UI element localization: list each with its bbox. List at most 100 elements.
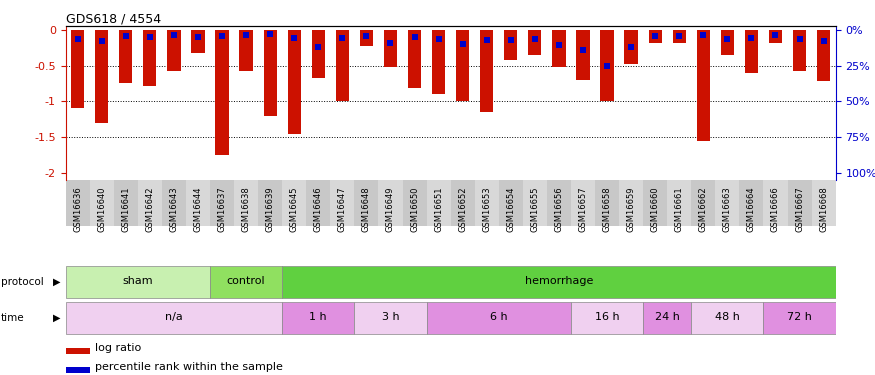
Bar: [817, 30, 830, 81]
Point: [335, 35, 349, 41]
Bar: [788, 180, 812, 226]
Point: [528, 36, 542, 42]
Point: [94, 38, 108, 44]
Bar: [475, 180, 499, 226]
Bar: [306, 180, 331, 226]
Bar: [673, 30, 686, 43]
Bar: [793, 30, 806, 71]
Bar: [451, 180, 475, 226]
Bar: [215, 30, 228, 155]
Bar: [763, 302, 836, 334]
Bar: [691, 180, 716, 226]
Bar: [354, 302, 427, 334]
Bar: [600, 30, 613, 101]
Bar: [144, 30, 157, 86]
Text: 6 h: 6 h: [490, 312, 508, 322]
Bar: [186, 180, 210, 226]
Bar: [721, 30, 734, 55]
Bar: [90, 180, 114, 226]
Bar: [402, 180, 427, 226]
Point: [720, 36, 734, 42]
Text: 16 h: 16 h: [595, 312, 619, 322]
Text: log ratio: log ratio: [94, 343, 141, 353]
Bar: [66, 266, 210, 298]
Point: [239, 32, 253, 38]
Point: [191, 34, 205, 40]
Bar: [210, 180, 235, 226]
Point: [480, 37, 494, 43]
Bar: [167, 30, 180, 71]
Bar: [504, 30, 517, 60]
Bar: [716, 180, 739, 226]
Bar: [95, 30, 108, 123]
Bar: [528, 30, 542, 55]
Bar: [432, 30, 445, 94]
Point: [263, 31, 277, 37]
Text: time: time: [1, 313, 24, 323]
Bar: [571, 302, 643, 334]
Bar: [234, 180, 258, 226]
Point: [312, 44, 326, 50]
Bar: [547, 180, 571, 226]
Text: percentile rank within the sample: percentile rank within the sample: [94, 362, 283, 372]
Bar: [240, 30, 253, 71]
Text: 48 h: 48 h: [715, 312, 739, 322]
Point: [71, 36, 85, 42]
Text: sham: sham: [123, 276, 153, 286]
Bar: [595, 180, 619, 226]
Bar: [625, 30, 638, 64]
Bar: [812, 180, 836, 226]
Bar: [331, 180, 354, 226]
Point: [287, 35, 301, 41]
Point: [624, 44, 638, 50]
Text: 72 h: 72 h: [788, 312, 812, 322]
Bar: [66, 367, 90, 373]
Bar: [499, 180, 523, 226]
Bar: [764, 180, 788, 226]
Point: [648, 33, 662, 39]
Bar: [668, 180, 691, 226]
Bar: [119, 30, 132, 84]
Bar: [336, 30, 349, 101]
Text: n/a: n/a: [165, 312, 183, 322]
Bar: [408, 30, 421, 88]
Bar: [379, 180, 402, 226]
Point: [696, 32, 710, 38]
Point: [408, 34, 422, 40]
Bar: [427, 302, 571, 334]
Bar: [620, 180, 643, 226]
Point: [456, 41, 470, 47]
Point: [576, 47, 590, 53]
Bar: [192, 30, 205, 53]
Point: [167, 32, 181, 38]
Bar: [288, 30, 301, 134]
Bar: [282, 266, 836, 298]
Bar: [480, 30, 494, 112]
Bar: [571, 180, 595, 226]
Bar: [769, 30, 782, 43]
Bar: [691, 302, 763, 334]
Point: [383, 40, 397, 46]
Bar: [643, 180, 668, 226]
Point: [768, 32, 782, 38]
Bar: [138, 180, 162, 226]
Bar: [263, 30, 276, 115]
Bar: [643, 302, 691, 334]
Text: hemorrhage: hemorrhage: [525, 276, 593, 286]
Text: ▶: ▶: [52, 277, 60, 287]
Bar: [162, 180, 186, 226]
Bar: [312, 30, 325, 78]
Text: GDS618 / 4554: GDS618 / 4554: [66, 12, 161, 25]
Bar: [283, 180, 306, 226]
Bar: [523, 180, 547, 226]
Bar: [66, 180, 90, 226]
Point: [504, 38, 518, 44]
Bar: [71, 30, 84, 108]
Bar: [577, 30, 590, 80]
Point: [360, 33, 374, 39]
Point: [215, 33, 229, 39]
Bar: [354, 180, 379, 226]
Point: [143, 33, 157, 39]
Bar: [210, 266, 282, 298]
Bar: [739, 180, 764, 226]
